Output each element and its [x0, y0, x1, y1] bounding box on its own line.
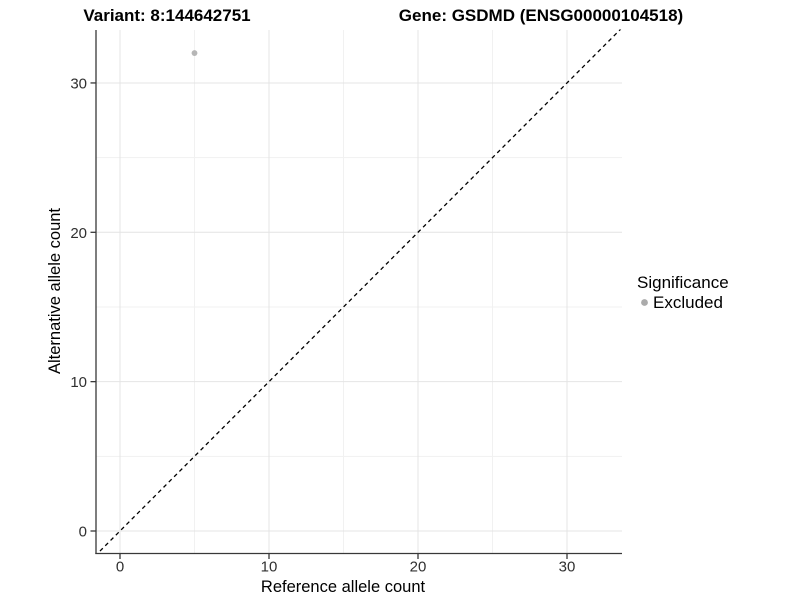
- data-points: [191, 50, 198, 56]
- x-tick-label: 0: [116, 559, 124, 576]
- legend-title: Significance: [637, 273, 729, 292]
- y-axis-ticks: 0 10 20 30: [70, 75, 96, 541]
- y-tick-label: 30: [70, 75, 87, 92]
- identity-line: [96, 29, 622, 554]
- x-tick-label: 20: [410, 559, 427, 576]
- variant-title: Variant: 8:144642751: [83, 6, 250, 25]
- gridlines-major: [95, 30, 622, 554]
- gridlines-minor: [95, 30, 622, 554]
- x-axis-label: Reference allele count: [261, 578, 426, 596]
- legend-marker-circle-icon: [641, 299, 648, 306]
- plot-panel: [95, 29, 623, 554]
- y-axis-label: Alternative allele count: [46, 208, 64, 374]
- x-axis-ticks: 0 10 20 30: [116, 554, 576, 576]
- x-tick-label: 30: [559, 559, 576, 576]
- gene-title: Gene: GSDMD (ENSG00000104518): [399, 6, 683, 25]
- y-tick-label: 0: [79, 524, 87, 541]
- y-tick-label: 20: [70, 225, 87, 242]
- y-tick-label: 10: [70, 374, 87, 391]
- x-tick-label: 10: [261, 559, 278, 576]
- scatter-point: [191, 50, 198, 56]
- identity-dashed-line: [96, 29, 622, 554]
- legend: Significance Excluded: [637, 273, 729, 312]
- legend-item-excluded: Excluded: [653, 293, 723, 312]
